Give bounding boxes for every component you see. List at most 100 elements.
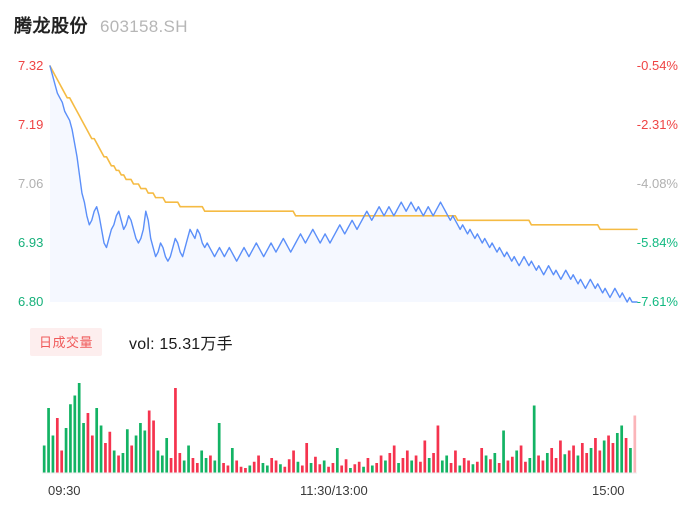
volume-bar	[222, 463, 225, 473]
volume-bar	[248, 465, 252, 473]
x-axis-tick: 15:00	[592, 483, 625, 498]
volume-bar	[423, 440, 427, 473]
volume-bar	[117, 455, 120, 473]
volume-bar	[550, 448, 554, 473]
x-axis: 09:30 11:30/13:00 15:00	[0, 483, 686, 507]
volume-bar	[388, 453, 392, 473]
volume-bar	[108, 431, 112, 473]
volume-bar	[82, 423, 85, 473]
volume-bar	[379, 455, 383, 473]
volume-bar	[279, 464, 282, 473]
volume-bar	[217, 423, 221, 473]
volume-bar	[283, 466, 287, 473]
volume-bar	[497, 463, 501, 473]
price-line	[49, 65, 638, 303]
volume-bar	[204, 458, 208, 473]
volume-bar	[401, 458, 405, 473]
volume-bar	[598, 450, 602, 473]
volume-bar	[327, 466, 330, 473]
volume-bar	[554, 458, 558, 473]
volume-bar	[362, 466, 365, 473]
average-price-line	[49, 65, 638, 231]
volume-bar	[178, 453, 182, 473]
price-axis-left-label: 6.80	[18, 294, 44, 309]
price-chart-panel[interactable]: 7.32 7.19 7.06 6.93 6.80 -0.54% -2.31% -4.08% -5…	[0, 55, 686, 317]
volume-bar	[462, 458, 466, 473]
price-axis-left-label: 6.93	[18, 235, 44, 250]
volume-bar	[624, 438, 628, 473]
volume-bar	[156, 450, 160, 473]
volume-bar	[366, 458, 370, 473]
price-area-fill	[50, 66, 637, 302]
volume-bar	[213, 460, 217, 473]
volume-bar	[239, 466, 243, 473]
volume-bar	[55, 418, 59, 473]
volume-bar	[454, 450, 457, 473]
volume-bar	[506, 460, 510, 473]
volume-bar	[607, 435, 610, 473]
volume-bar	[432, 453, 435, 473]
volume-bar	[165, 438, 169, 473]
volume-bar	[121, 453, 125, 473]
volume-bar	[322, 460, 326, 473]
volume-bar	[449, 463, 453, 473]
volume-header: 日成交量 vol: 15.31万手	[30, 328, 233, 356]
volume-bar	[602, 440, 606, 473]
volume-bar	[427, 458, 431, 473]
volume-bar	[64, 428, 68, 473]
volume-bar	[112, 450, 116, 473]
volume-bar	[134, 435, 138, 473]
volume-bar	[510, 456, 514, 473]
volume-bar	[572, 445, 575, 473]
volume-bar	[502, 430, 505, 473]
volume-bar	[489, 459, 492, 473]
x-axis-tick: 09:30	[48, 483, 81, 498]
volume-bar	[42, 445, 46, 473]
volume-bar	[515, 450, 519, 473]
volume-bar	[200, 450, 204, 473]
volume-bar	[480, 448, 484, 473]
volume-bar	[519, 445, 523, 473]
price-axis-left-label: 7.19	[18, 117, 44, 132]
volume-bar	[475, 461, 479, 473]
volume-bar	[375, 463, 379, 473]
volume-bar	[90, 435, 94, 473]
price-chart-svg	[49, 65, 638, 303]
price-axis-right-label: -5.84%	[636, 235, 678, 250]
volume-bar	[174, 388, 177, 473]
stock-name: 腾龙股份	[14, 16, 88, 36]
volume-bar	[335, 448, 339, 473]
volume-chart-svg	[42, 383, 637, 474]
volume-bar	[524, 461, 527, 473]
volume-bar	[296, 461, 300, 473]
volume-bar	[620, 425, 624, 473]
volume-bar	[397, 463, 400, 473]
volume-bar	[471, 464, 475, 473]
volume-bar	[300, 465, 304, 473]
volume-bar	[580, 443, 584, 473]
volume-bar	[152, 420, 155, 473]
volume-bar	[99, 425, 103, 473]
volume-bar	[252, 461, 256, 473]
volume-bar	[541, 460, 545, 473]
volume-bar	[594, 438, 597, 473]
volume-bar	[257, 455, 260, 473]
volume-bar	[270, 458, 274, 473]
volume-bar	[349, 468, 352, 473]
volume-bar	[353, 464, 357, 473]
volume-bar	[274, 460, 278, 473]
price-axis-left-label: 7.32	[18, 58, 44, 73]
volume-bar	[139, 423, 142, 473]
volume-bar	[125, 429, 129, 473]
volume-bar	[86, 413, 90, 473]
volume-bar	[73, 395, 77, 473]
volume-bar	[69, 404, 72, 473]
volume-bar	[226, 465, 230, 473]
volume-bar	[191, 458, 195, 473]
volume-bar	[60, 450, 64, 473]
volume-chart-panel[interactable]	[0, 366, 686, 478]
volume-bar	[104, 443, 107, 473]
volume-bar	[410, 460, 414, 473]
volume-bar	[357, 461, 361, 473]
volume-bar	[559, 440, 562, 473]
